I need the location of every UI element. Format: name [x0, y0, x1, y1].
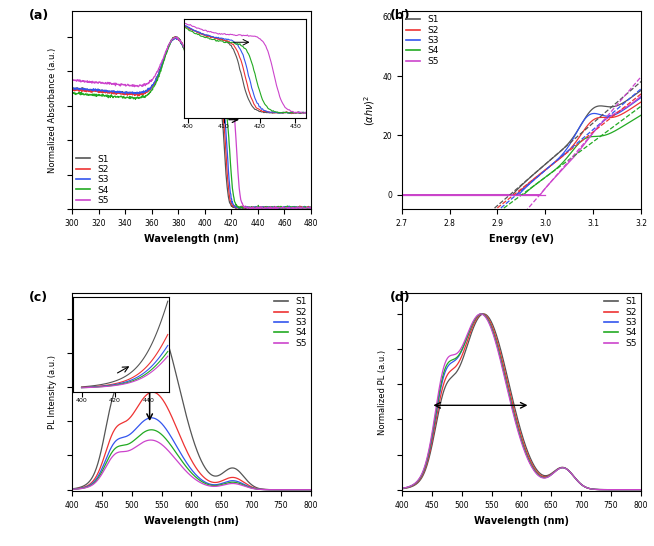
Y-axis label: $(\alpha h\nu)^2$: $(\alpha h\nu)^2$ [362, 94, 377, 126]
Y-axis label: Normalized Absorbance (a.u.): Normalized Absorbance (a.u.) [48, 48, 57, 173]
Legend: S1, S2, S3, S4, S5: S1, S2, S3, S4, S5 [406, 15, 439, 66]
X-axis label: Energy (eV): Energy (eV) [489, 234, 554, 244]
X-axis label: Wavelength (nm): Wavelength (nm) [474, 515, 569, 526]
Text: (b): (b) [390, 9, 411, 22]
X-axis label: Wavelength (nm): Wavelength (nm) [144, 515, 239, 526]
Text: (d): (d) [390, 291, 411, 304]
Y-axis label: PL Intensity (a.u.): PL Intensity (a.u.) [48, 355, 57, 429]
Legend: S1, S2, S3, S4, S5: S1, S2, S3, S4, S5 [77, 155, 109, 205]
Text: (c): (c) [29, 291, 48, 304]
Legend: S1, S2, S3, S4, S5: S1, S2, S3, S4, S5 [604, 298, 636, 348]
Legend: S1, S2, S3, S4, S5: S1, S2, S3, S4, S5 [274, 298, 307, 348]
Y-axis label: Normalized PL (a.u.): Normalized PL (a.u.) [377, 349, 387, 435]
X-axis label: Wavelength (nm): Wavelength (nm) [144, 234, 239, 244]
Text: (a): (a) [29, 9, 49, 22]
